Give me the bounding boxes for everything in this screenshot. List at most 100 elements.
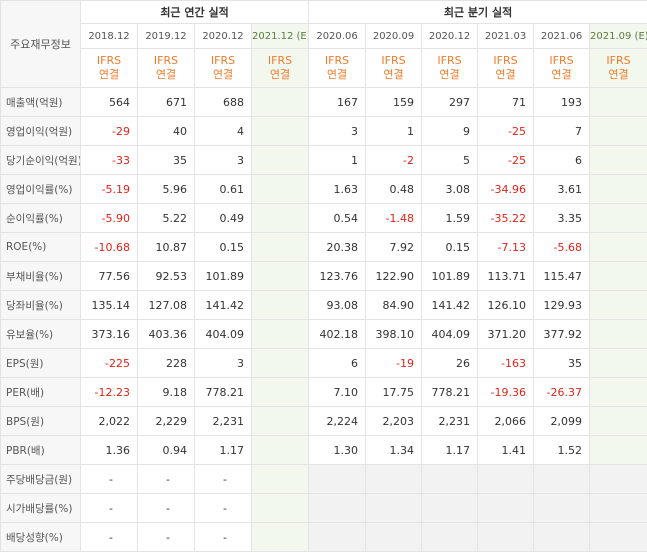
annual-cell: 92.53 (138, 262, 195, 291)
quarter-cell: 122.90 (366, 262, 422, 291)
quarter-cell: -7.13 (478, 233, 534, 262)
consolidated-text: 연결 (590, 68, 647, 82)
quarter-cell (478, 523, 534, 552)
quarter-cell (590, 320, 647, 349)
quarter-cell: 3.61 (534, 175, 590, 204)
quarter-cell: -5.68 (534, 233, 590, 262)
quarter-cell (590, 407, 647, 436)
annual-cell: 778.21 (195, 378, 252, 407)
quarter-cell (478, 494, 534, 523)
annual-cell: 2,229 (138, 407, 195, 436)
quarter-date-0: 2020.06 (309, 24, 366, 49)
row-label: 당좌비율(%) (1, 291, 81, 320)
quarter-cell (590, 436, 647, 465)
quarter-cell (478, 465, 534, 494)
annual-cell: 228 (138, 349, 195, 378)
quarter-cell: -19 (366, 349, 422, 378)
quarter-cell: 26 (422, 349, 478, 378)
quarter-cell: 404.09 (422, 320, 478, 349)
quarter-cell (366, 465, 422, 494)
quarter-cell: 6 (309, 349, 366, 378)
annual-cell: 101.89 (195, 262, 252, 291)
quarter-date-4: 2021.06 (534, 24, 590, 49)
annual-date-0: 2018.12 (81, 24, 138, 49)
quarter-cell (590, 117, 647, 146)
quarter-cell (590, 146, 647, 175)
consolidated-text: 연결 (422, 68, 477, 82)
consolidated-text: 연결 (195, 68, 251, 82)
annual-cell (252, 436, 309, 465)
quarter-cell: 2,066 (478, 407, 534, 436)
annual-cell: 1.17 (195, 436, 252, 465)
quarter-cell: 297 (422, 88, 478, 117)
quarter-cell: 167 (309, 88, 366, 117)
annual-cell (252, 204, 309, 233)
annual-cell: 564 (81, 88, 138, 117)
annual-cell: 1.36 (81, 436, 138, 465)
annual-cell: 403.36 (138, 320, 195, 349)
quarter-cell: 93.08 (309, 291, 366, 320)
annual-cell: -5.19 (81, 175, 138, 204)
annual-cell: 9.18 (138, 378, 195, 407)
annual-cell: - (81, 494, 138, 523)
ifrs-text: IFRS (138, 54, 194, 68)
annual-cell: 3 (195, 146, 252, 175)
quarter-cell: 0.54 (309, 204, 366, 233)
annual-cell: 404.09 (195, 320, 252, 349)
annual-date-2: 2020.12 (195, 24, 252, 49)
quarter-cell (590, 349, 647, 378)
annual-cell (252, 407, 309, 436)
annual-cell: - (138, 494, 195, 523)
annual-cell: 127.08 (138, 291, 195, 320)
annual-cell: 688 (195, 88, 252, 117)
annual-cell: -12.23 (81, 378, 138, 407)
annual-cell: 5.22 (138, 204, 195, 233)
annual-cell (252, 117, 309, 146)
consolidated-text: 연결 (366, 68, 421, 82)
quarter-header: 최근 분기 실적 (309, 1, 647, 24)
quarter-cell: 402.18 (309, 320, 366, 349)
quarter-cell: 1.59 (422, 204, 478, 233)
quarter-cell: -19.36 (478, 378, 534, 407)
quarter-cell: 129.93 (534, 291, 590, 320)
ifrs-text: IFRS (590, 54, 647, 68)
quarter-cell: 778.21 (422, 378, 478, 407)
annual-cell (252, 465, 309, 494)
consolidated-text: 연결 (478, 68, 533, 82)
quarter-cell: 126.10 (478, 291, 534, 320)
annual-cell: -10.68 (81, 233, 138, 262)
quarter-cell: 2,224 (309, 407, 366, 436)
quarter-cell: 7.92 (366, 233, 422, 262)
quarter-cell: 71 (478, 88, 534, 117)
quarter-cell: -34.96 (478, 175, 534, 204)
annual-cell: 141.42 (195, 291, 252, 320)
quarter-cell (590, 262, 647, 291)
quarter-cell: 141.42 (422, 291, 478, 320)
row-label: 시가배당률(%) (1, 494, 81, 523)
annual-cell: 2,022 (81, 407, 138, 436)
quarter-cell: 1.63 (309, 175, 366, 204)
consolidated-text: 연결 (252, 68, 308, 82)
annual-cell: 373.16 (81, 320, 138, 349)
quarter-cell: 193 (534, 88, 590, 117)
ifrs-text: IFRS (478, 54, 533, 68)
annual-date-3: 2021.12 (E) (252, 24, 309, 49)
row-label: BPS(원) (1, 407, 81, 436)
quarter-date-1: 2020.09 (366, 24, 422, 49)
quarter-cell (590, 291, 647, 320)
quarter-cell (309, 465, 366, 494)
